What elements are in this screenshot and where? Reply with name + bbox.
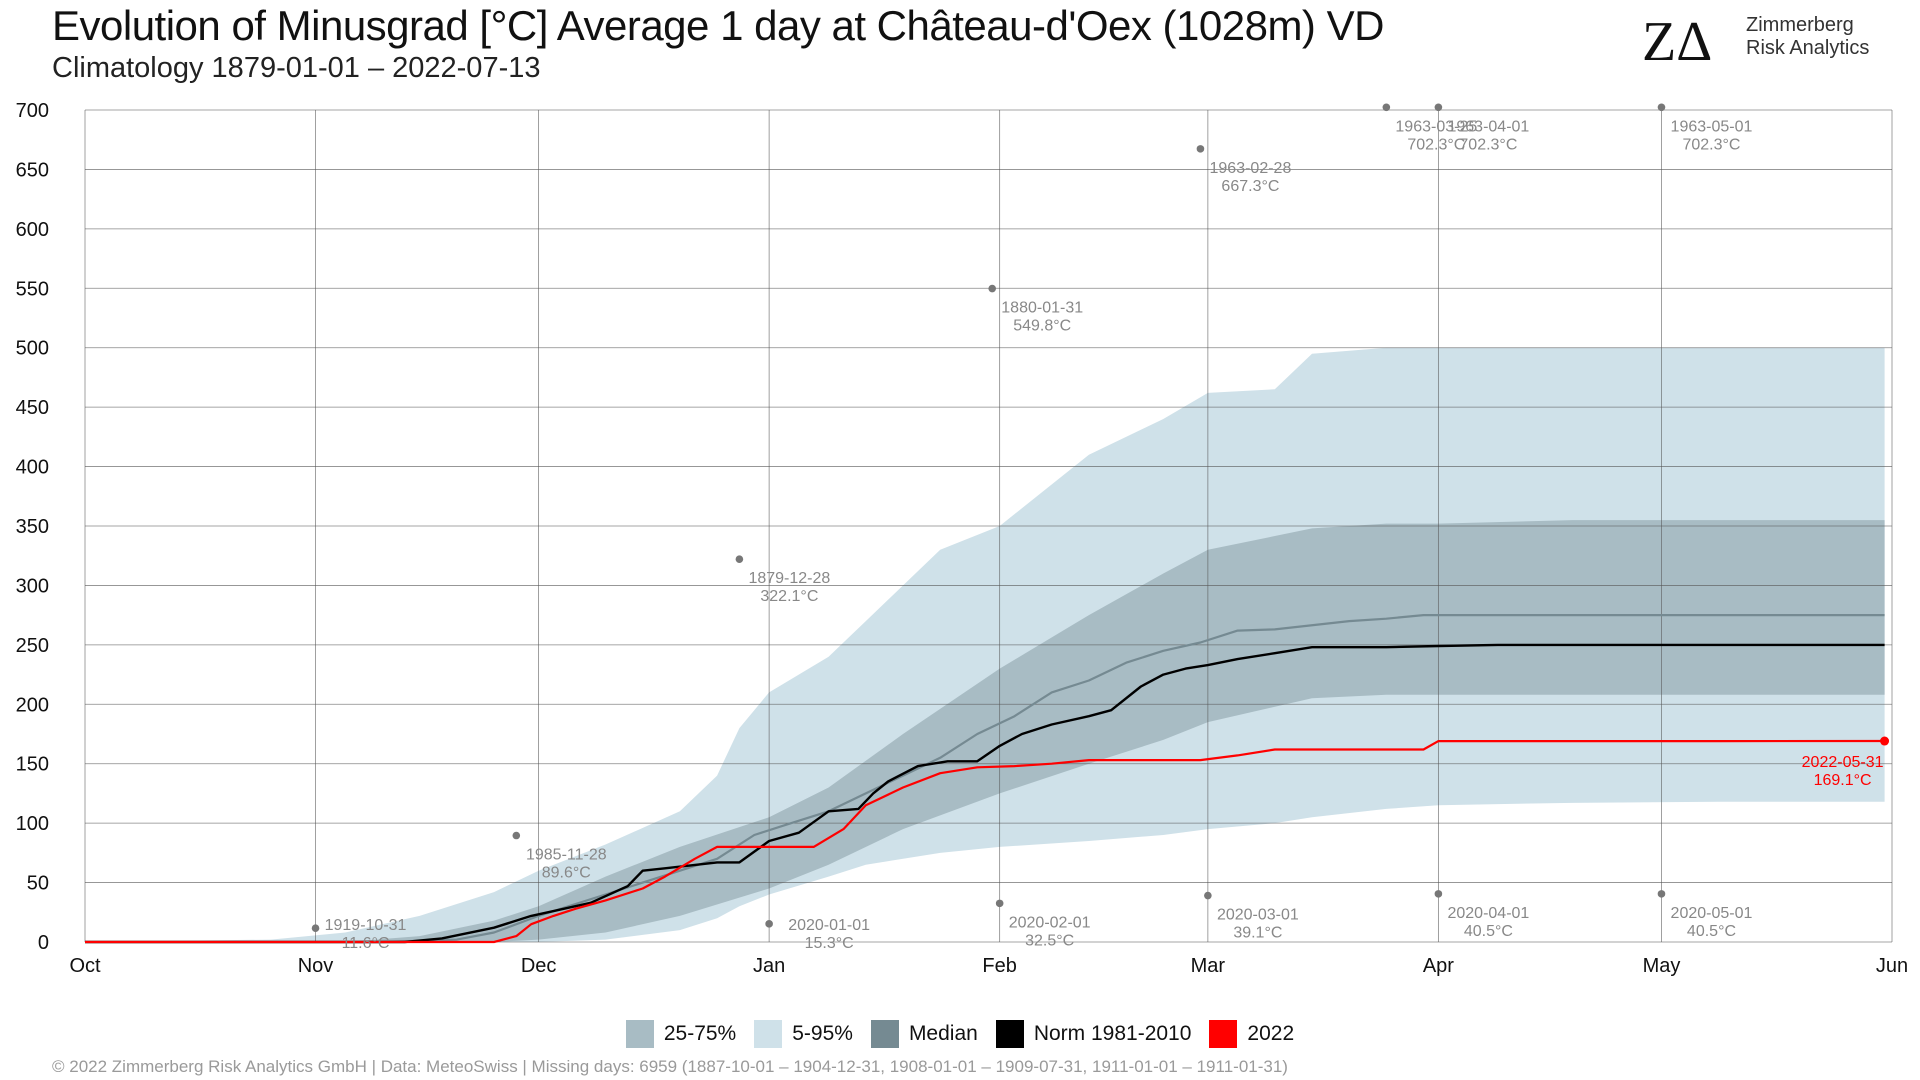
chart-title: Evolution of Minusgrad [°C] Average 1 da…: [52, 2, 1384, 49]
record-value: 32.5°C: [1025, 932, 1074, 949]
record-point: [1434, 103, 1443, 112]
record-point: [1434, 890, 1443, 898]
legend-label: 2022: [1247, 1022, 1295, 1045]
za-logo-icon: ZΔ: [1642, 11, 1712, 73]
series-line-median: [85, 614, 1885, 944]
grid-layer: [84, 109, 1893, 943]
record-point: [735, 555, 744, 563]
record-point: [512, 831, 521, 840]
record-value: 702.3°C: [1407, 136, 1465, 153]
record-value: 702.3°C: [1682, 136, 1740, 153]
legend-item-norm: Norm 1981-2010: [995, 1020, 1192, 1048]
y-tick-label: 550: [16, 278, 49, 300]
x-tick-label: Oct: [69, 955, 101, 977]
record-date: 2020-04-01: [1447, 905, 1529, 922]
record-value: 40.5°C: [1687, 923, 1736, 940]
y-tick-label: 250: [16, 635, 49, 657]
record-date: 2020-03-01: [1217, 907, 1299, 924]
y-tick-label: 650: [16, 159, 49, 181]
legend-swatch: [1209, 1020, 1238, 1048]
record-date: 2020-01-01: [788, 917, 870, 934]
x-tick-label: Mar: [1191, 955, 1226, 977]
chart-subtitle: Climatology 1879-01-01 – 2022-07-13: [52, 52, 541, 84]
y-tick-label: 150: [16, 754, 49, 776]
x-tick-label: Dec: [521, 955, 557, 977]
y-tick-label: 450: [16, 397, 49, 419]
record-date: 1963-02-28: [1210, 160, 1292, 177]
record-point: [1657, 103, 1666, 112]
record-value: 549.8°C: [1013, 318, 1071, 335]
x-tick-label: Nov: [298, 955, 334, 977]
x-tick-label: Jun: [1876, 955, 1908, 977]
record-value: 11.6°C: [342, 935, 390, 952]
record-date: 2020-02-01: [1009, 914, 1091, 931]
record-value: 322.1°C: [760, 588, 818, 605]
y-tick-label: 700: [16, 100, 49, 122]
legend-swatch: [625, 1020, 654, 1048]
legend-label: 25-75%: [663, 1022, 737, 1045]
logo-line-1: Zimmerberg: [1746, 14, 1854, 36]
record-point: [1382, 103, 1391, 112]
series-line-2022: [85, 739, 1885, 944]
record-value: 702.3°C: [1459, 136, 1517, 153]
record-point: [1196, 145, 1205, 153]
record-date: 1985-11-28: [526, 847, 607, 864]
series-layer: [85, 614, 1885, 944]
record-value: 39.1°C: [1233, 925, 1282, 942]
legend-swatch: [754, 1020, 783, 1048]
legend-swatch: [995, 1020, 1024, 1048]
record-point: [765, 920, 773, 928]
current-date: 2022-05-31: [1802, 754, 1884, 771]
legend-item-q25_75: 25-75%: [625, 1020, 737, 1048]
record-value: 15.3°C: [805, 935, 854, 952]
record-point: [1204, 891, 1212, 900]
y-tick-label: 600: [16, 219, 49, 241]
record-value: 89.6°C: [542, 865, 591, 882]
y-tick-label: 350: [16, 516, 49, 538]
legend-label: Median: [908, 1022, 978, 1045]
legend-label: Norm 1981-2010: [1033, 1022, 1192, 1045]
company-logo: ZΔ Zimmerberg Risk Analytics: [1642, 10, 1892, 73]
x-tick-label: Feb: [982, 955, 1016, 977]
record-date: 1963-04-01: [1447, 118, 1529, 135]
legend-label: 5-95%: [792, 1022, 853, 1045]
record-point: [995, 899, 1004, 908]
x-tick-label: Jan: [753, 955, 785, 977]
current-2022-point: [1880, 736, 1890, 746]
record-date: 1919-10-31: [325, 917, 407, 934]
logo-mark: ZΔ: [1642, 11, 1712, 70]
record-date: 1879-12-28: [748, 570, 830, 587]
footer-credits: © 2022 Zimmerberg Risk Analytics GmbH | …: [52, 1057, 1288, 1076]
y-tick-label: 100: [16, 813, 49, 835]
record-value: 40.5°C: [1464, 923, 1513, 940]
record-point: [1657, 890, 1666, 898]
record-point: [988, 284, 997, 293]
y-tick-label: 300: [16, 575, 49, 597]
legend-item-q5_95: 5-95%: [754, 1020, 853, 1048]
legend-item-y2022: 2022: [1209, 1020, 1294, 1048]
axes-layer: 0 50 100 150 200 250 300 350 400 450 500 550 600 650 7…: [16, 100, 1909, 977]
y-tick-label: 500: [16, 338, 49, 360]
record-value: 667.3°C: [1221, 178, 1279, 195]
record-date: 1963-05-01: [1671, 118, 1753, 135]
x-tick-label: Apr: [1423, 955, 1454, 977]
y-tick-label: 50: [27, 873, 49, 895]
series-line-norm-1981-2010: [85, 643, 1885, 944]
record-date: 1880-01-31: [1001, 300, 1083, 317]
record-date: 2020-05-01: [1671, 905, 1753, 922]
current-value: 169.1°C: [1814, 772, 1872, 789]
legend: 25-75% 5-95% Median Norm 1981-2010 2022: [0, 1020, 1920, 1048]
y-tick-label: 0: [38, 932, 49, 954]
legend-item-median: Median: [870, 1020, 978, 1048]
y-tick-label: 200: [16, 694, 49, 716]
record-date: 1963-03-25: [1395, 118, 1477, 135]
x-tick-label: May: [1643, 955, 1681, 977]
record-point: [311, 924, 320, 933]
legend-swatch: [870, 1020, 899, 1048]
y-tick-label: 400: [16, 457, 49, 479]
logo-line-2: Risk Analytics: [1746, 37, 1870, 59]
